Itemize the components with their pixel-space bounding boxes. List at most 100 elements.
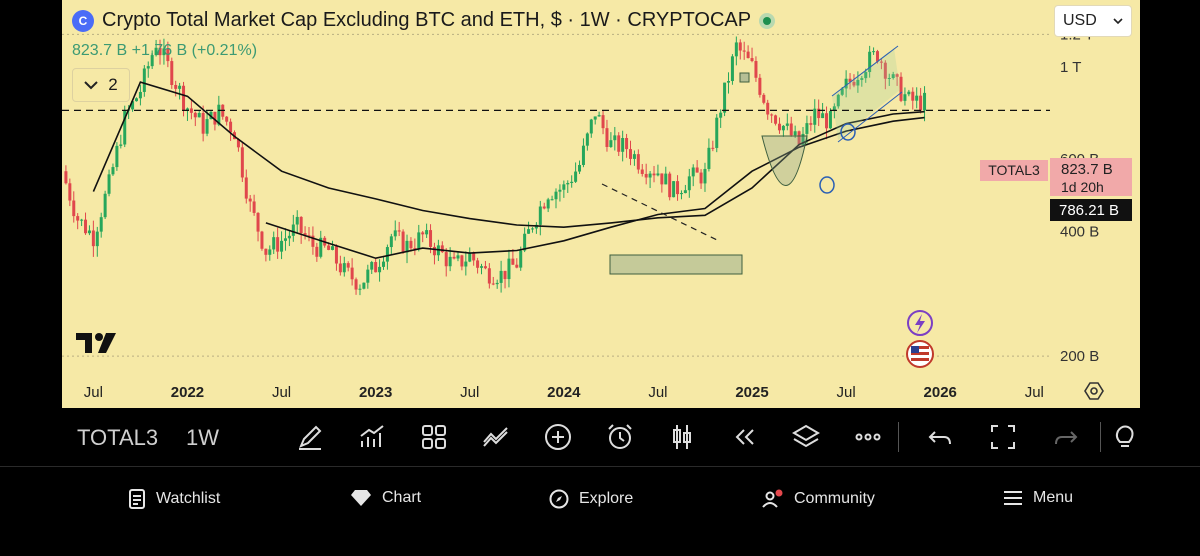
candle-body: [601, 115, 605, 129]
candle-body: [417, 232, 421, 249]
chevron-down-icon: [84, 81, 98, 90]
layers-icon[interactable]: [791, 422, 821, 452]
candle-body: [185, 108, 189, 110]
candle-body: [883, 62, 887, 79]
alarm-icon[interactable]: [605, 422, 635, 452]
price-axis-label: 400 B: [1060, 224, 1099, 241]
candle-body: [319, 237, 323, 257]
candle-body: [468, 253, 472, 262]
candle-body: [840, 88, 844, 95]
candle-body: [734, 42, 738, 57]
candle-body: [91, 230, 95, 247]
support-zone-box: [609, 254, 743, 275]
candle-body: [429, 230, 433, 247]
candle-body: [80, 219, 84, 221]
candle-body: [640, 169, 644, 174]
candle-body: [440, 245, 444, 253]
chart-settings-icon[interactable]: [1084, 381, 1104, 401]
nav-chart[interactable]: Chart: [350, 489, 421, 507]
moving-average-line: [92, 81, 925, 229]
candle-body: [617, 135, 621, 152]
candle-body: [131, 101, 135, 110]
replay-icon[interactable]: [729, 422, 759, 452]
time-axis-label: Jul: [460, 384, 479, 401]
candle-body: [523, 233, 527, 251]
candle-body: [813, 108, 817, 125]
candle-body: [201, 113, 205, 134]
nav-chart-label: Chart: [382, 489, 422, 506]
nav-explore[interactable]: Explore: [549, 489, 633, 509]
candle-body: [421, 232, 425, 235]
chart-title: Crypto Total Market Cap Excluding BTC an…: [102, 9, 752, 31]
candle-body: [460, 255, 464, 267]
candle-body: [150, 55, 154, 67]
time-axis-label: 2022: [171, 384, 204, 401]
candle-body: [695, 167, 699, 173]
candle-body: [527, 229, 531, 234]
candle-body: [307, 235, 311, 237]
channel-upper-line: [831, 45, 899, 97]
symbol-tag: TOTAL3: [980, 160, 1048, 181]
add-icon[interactable]: [543, 422, 573, 452]
time-axis-label: 2023: [359, 384, 392, 401]
us-flag-icon[interactable]: [906, 340, 934, 368]
candle-body: [723, 82, 727, 113]
draw-pen-icon[interactable]: [295, 422, 325, 452]
candle-body: [785, 123, 789, 126]
candle-body: [699, 172, 703, 184]
candle-body: [487, 268, 491, 284]
time-axis-label: 2024: [547, 384, 581, 401]
candle-body: [766, 102, 770, 115]
candle-body: [515, 264, 519, 268]
candles-icon[interactable]: [667, 422, 697, 452]
undo-icon[interactable]: [926, 422, 956, 452]
toolbar-interval[interactable]: 1W: [186, 425, 219, 450]
candle-body: [138, 91, 142, 99]
candle-body: [366, 269, 370, 283]
indicators-collapse-button[interactable]: 2: [72, 68, 130, 102]
candle-body: [401, 231, 405, 253]
candle-body: [715, 117, 719, 148]
candle-body: [464, 261, 468, 267]
nav-menu[interactable]: Menu: [1003, 489, 1073, 507]
candle-body: [166, 48, 170, 62]
candle-body: [719, 112, 723, 118]
candle-body: [875, 51, 879, 62]
more-icon[interactable]: [853, 422, 883, 452]
candle-body: [679, 193, 683, 195]
candle-body: [907, 91, 911, 95]
toolbar-symbol[interactable]: TOTAL3: [77, 425, 159, 450]
candle-body: [456, 255, 460, 259]
nav-community[interactable]: Community: [762, 489, 875, 509]
candle-body: [903, 94, 907, 101]
currency-select[interactable]: USD: [1054, 5, 1132, 37]
cursor-price-label: 786.21 B: [1059, 202, 1119, 219]
compare-icon[interactable]: [481, 422, 511, 452]
nav-watchlist[interactable]: Watchlist: [128, 489, 220, 509]
idea-bulb-icon[interactable]: [1110, 422, 1140, 452]
downtrend-dashed-line: [601, 183, 718, 241]
candle-body: [868, 51, 872, 73]
fullscreen-icon[interactable]: [988, 422, 1018, 452]
candle-body: [664, 173, 668, 185]
lightning-icon[interactable]: [907, 310, 933, 336]
resistance-marker-box: [739, 72, 750, 83]
candle-body: [283, 238, 287, 241]
candle-body: [546, 199, 550, 209]
indicators-icon[interactable]: [357, 422, 387, 452]
candle-body: [864, 72, 868, 79]
chart-toolbar: TOTAL3 1W: [62, 408, 1140, 466]
layout-grid-icon[interactable]: [419, 422, 449, 452]
bottom-navigation: Watchlist Chart Explore Community Menu: [0, 466, 1200, 556]
candle-body: [621, 138, 625, 152]
candle-body: [483, 266, 487, 269]
candle-body: [472, 253, 476, 261]
redo-icon[interactable]: [1050, 422, 1080, 452]
countdown-label: 1d 20h: [1061, 179, 1104, 195]
candle-body: [660, 173, 664, 185]
candle-body: [393, 230, 397, 237]
time-axis-label: 2026: [924, 384, 957, 401]
time-axis-label: Jul: [837, 384, 856, 401]
